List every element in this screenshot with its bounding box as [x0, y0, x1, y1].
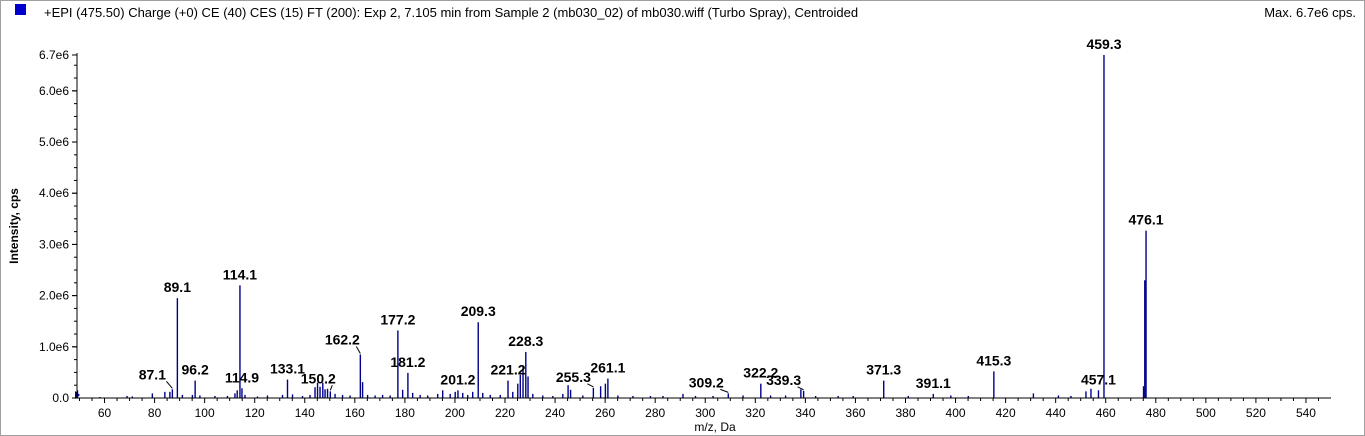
- peak-label: 476.1: [1129, 212, 1164, 228]
- peak-label: 150.2: [301, 370, 336, 386]
- y-tick-label: 1.0e6: [39, 340, 69, 354]
- peak-label: 457.1: [1081, 371, 1116, 387]
- peak-label: 114.1: [223, 266, 257, 282]
- peak-label: 181.2: [390, 354, 425, 370]
- peak-label: 228.3: [508, 333, 543, 349]
- x-tick-label: 180: [395, 406, 415, 420]
- y-axis-title: Intensity, cps: [7, 188, 21, 264]
- x-tick-label: 360: [845, 406, 865, 420]
- y-tick-label: 2.0e6: [39, 289, 69, 303]
- y-tick-label: 4.0e6: [39, 186, 69, 200]
- peak-leader-line: [355, 346, 361, 354]
- peak-label: 96.2: [182, 362, 209, 378]
- y-tick-label: 3.0e6: [39, 237, 69, 251]
- peak-label: 391.1: [916, 375, 951, 391]
- x-tick-label: 220: [495, 406, 515, 420]
- x-tick-label: 260: [595, 406, 615, 420]
- x-tick-label: 140: [295, 406, 315, 420]
- peak-label: 322.2: [743, 365, 778, 381]
- x-axis-title: m/z, Da: [694, 420, 736, 434]
- x-tick-label: 100: [195, 406, 215, 420]
- peak-leader-line: [329, 385, 333, 391]
- x-tick-label: 480: [1146, 406, 1166, 420]
- y-tick-label: 0.0: [52, 391, 69, 405]
- x-tick-label: 200: [445, 406, 465, 420]
- peak-label: 87.1: [139, 366, 166, 382]
- x-tick-label: 460: [1096, 406, 1116, 420]
- x-tick-label: 400: [946, 406, 966, 420]
- x-tick-label: 520: [1246, 406, 1266, 420]
- legend-swatch: [15, 4, 26, 15]
- peak-label: 114.9: [225, 369, 259, 385]
- x-tick-label: 240: [545, 406, 565, 420]
- peak-label: 339.3: [766, 372, 801, 388]
- peak-leader-line: [165, 380, 173, 389]
- peak-label: 201.2: [440, 371, 475, 387]
- peak-leader-line: [587, 383, 594, 388]
- x-tick-label: 340: [795, 406, 815, 420]
- peak-label: 221.2: [490, 362, 525, 378]
- y-tick-label: 5.0e6: [39, 135, 69, 149]
- x-tick-label: 160: [345, 406, 365, 420]
- peak-label: 415.3: [976, 352, 1011, 368]
- peak-label: 309.2: [689, 374, 724, 390]
- x-tick-label: 300: [695, 406, 715, 420]
- x-tick-label: 60: [98, 406, 112, 420]
- peak-leader-line: [720, 388, 729, 393]
- peak-label: 459.3: [1086, 36, 1121, 52]
- max-intensity-label: Max. 6.7e6 cps.: [1264, 5, 1356, 20]
- peak-label: 177.2: [380, 311, 415, 327]
- peak-label: 209.3: [461, 303, 496, 319]
- x-tick-label: 120: [245, 406, 265, 420]
- chart-title: +EPI (475.50) Charge (+0) CE (40) CES (1…: [44, 5, 859, 20]
- peak-label: 89.1: [164, 279, 191, 295]
- x-tick-label: 320: [745, 406, 765, 420]
- x-tick-label: 280: [645, 406, 665, 420]
- x-tick-label: 80: [148, 406, 162, 420]
- peak-label: 371.3: [866, 362, 901, 378]
- x-tick-label: 540: [1296, 406, 1316, 420]
- peak-label: 255.3: [556, 369, 591, 385]
- x-tick-label: 500: [1196, 406, 1216, 420]
- peak-label: 261.1: [590, 360, 625, 376]
- axes-layer: 60 80 100 120 140 160 180 200 220 240 260 280 300 320…: [39, 48, 1331, 420]
- y-tick-label: 6.7e6: [39, 48, 69, 62]
- peak-label: 162.2: [325, 331, 360, 347]
- y-tick-label: 6.0e6: [39, 84, 69, 98]
- peak-leader-line: [797, 386, 804, 391]
- x-tick-label: 440: [1046, 406, 1066, 420]
- peaks-layer: [75, 55, 1147, 399]
- peak-label: 133.1: [270, 361, 305, 377]
- x-tick-label: 380: [895, 406, 915, 420]
- x-tick-label: 420: [996, 406, 1016, 420]
